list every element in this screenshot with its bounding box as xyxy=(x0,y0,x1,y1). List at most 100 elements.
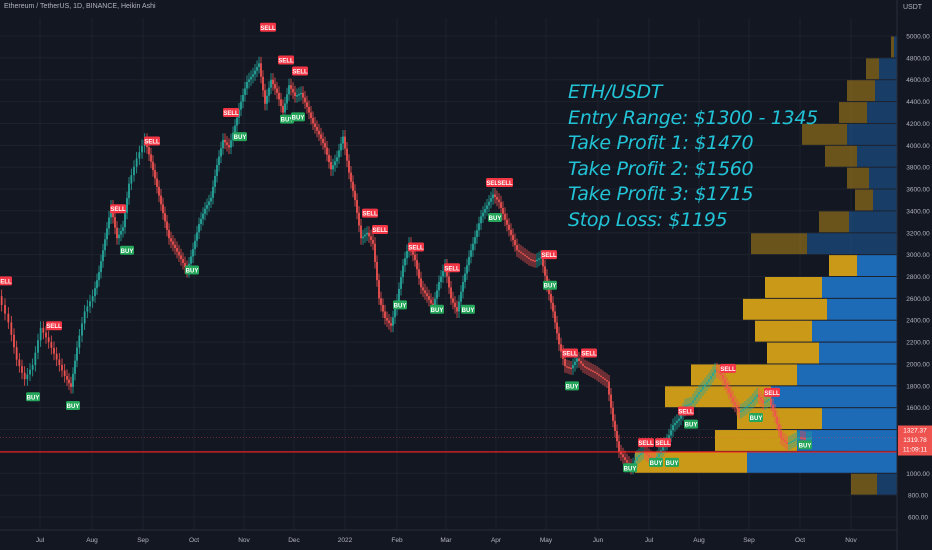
volume-profile-bar-down xyxy=(819,342,897,364)
candle-body xyxy=(558,333,560,345)
candle-body xyxy=(192,249,194,257)
candle-body xyxy=(370,236,372,241)
price-tick-label: 4000.00 xyxy=(906,143,930,150)
candle-body xyxy=(560,344,562,352)
volume-profile-bar-down xyxy=(797,430,897,451)
candle-body xyxy=(634,460,636,465)
price-tick-label: 4200.00 xyxy=(906,121,930,128)
buy-signal-badge xyxy=(291,112,305,122)
candle-body xyxy=(754,397,756,400)
candle-body xyxy=(252,74,254,77)
candle-body xyxy=(770,398,772,405)
time-tick-label: Oct xyxy=(189,537,199,544)
sell-signal-label: SELL xyxy=(223,111,239,117)
sell-signal-label: SELL xyxy=(362,212,378,218)
volume-profile-bar-up xyxy=(765,277,822,298)
sell-signal-badge xyxy=(144,136,160,146)
candle-body xyxy=(686,404,688,407)
candle-body xyxy=(310,112,312,118)
candle-body xyxy=(360,225,362,239)
candle-body xyxy=(434,298,436,308)
volume-profile-bar-up xyxy=(866,58,879,80)
candle-body xyxy=(490,198,492,202)
candle-body xyxy=(53,347,55,354)
candle-body xyxy=(576,358,578,362)
volume-profile-bar-down xyxy=(847,123,897,145)
candle-body xyxy=(574,361,576,366)
candle-body xyxy=(762,400,764,404)
candle-body xyxy=(13,334,15,348)
candle-body xyxy=(168,229,170,239)
price-tick-label: 1800.00 xyxy=(906,383,930,390)
candle-body xyxy=(678,418,680,421)
candle-body xyxy=(314,123,316,128)
candle-body xyxy=(744,407,746,410)
time-tick-label: Aug xyxy=(86,537,98,544)
buy-signal-badge xyxy=(749,413,763,423)
candle-body xyxy=(272,79,274,85)
buy-signal-badge xyxy=(120,245,134,255)
candle-body xyxy=(774,410,776,417)
volume-profile-bar-up xyxy=(635,451,747,473)
candle-body xyxy=(326,147,328,155)
candle-body xyxy=(288,85,290,95)
candle-body xyxy=(482,212,484,217)
sell-signal-label: SELL xyxy=(278,59,294,65)
candle-body xyxy=(750,402,752,405)
candle-body xyxy=(324,143,326,148)
candle-body xyxy=(582,363,584,367)
candle-body xyxy=(4,304,6,314)
candle-body xyxy=(266,95,268,104)
time-tick-label: Nov xyxy=(845,537,857,544)
annotation-line-stop: Stop Loss: $1195 xyxy=(568,208,728,231)
candle-body xyxy=(536,259,538,262)
candle-body xyxy=(600,375,602,378)
candle-body xyxy=(37,340,39,353)
candle-body xyxy=(344,136,346,149)
candle-body xyxy=(758,394,760,398)
candle-body xyxy=(622,454,624,458)
candle-body xyxy=(440,276,442,282)
candle-body xyxy=(15,347,18,360)
candle-body xyxy=(216,164,218,176)
buy-signal-label: BUY xyxy=(624,466,637,472)
price-tick-label: 1600.00 xyxy=(906,405,930,412)
candle-body xyxy=(96,280,98,289)
candle-body xyxy=(135,158,138,167)
volume-profile-bar-down xyxy=(822,408,897,430)
candle-body xyxy=(462,281,464,292)
candle-body xyxy=(720,373,722,375)
candle-body xyxy=(524,254,526,257)
candle-body xyxy=(141,146,143,153)
candle-body xyxy=(606,379,608,382)
candle-body xyxy=(722,374,724,380)
candle-body xyxy=(382,304,384,312)
candle-body xyxy=(530,259,532,261)
candle-body xyxy=(508,224,510,230)
candle-body xyxy=(380,298,382,305)
current-price-text: 1327.37 xyxy=(903,428,927,435)
candle-body xyxy=(618,441,620,452)
candle-body xyxy=(710,375,712,380)
volume-profile-bar-down xyxy=(857,255,897,276)
candle-body xyxy=(608,381,610,395)
candle-body xyxy=(398,288,400,301)
sell-signal-badge xyxy=(678,406,694,416)
candle-body xyxy=(438,281,440,291)
buy-signal-label: BUY xyxy=(462,308,475,314)
candle-body xyxy=(166,221,168,230)
candle-body xyxy=(284,103,286,113)
candle-body xyxy=(498,199,500,203)
buy-signal-label: BUY xyxy=(292,115,305,121)
candle-body xyxy=(650,456,652,459)
candle-body xyxy=(424,290,426,294)
price-tick-label: 3200.00 xyxy=(906,230,930,237)
candle-body xyxy=(156,178,158,187)
candle-body xyxy=(18,359,21,367)
candle-body xyxy=(476,230,478,238)
candle-body xyxy=(430,299,432,304)
candle-body xyxy=(546,275,548,286)
candle-body xyxy=(276,88,278,93)
candle-body xyxy=(182,259,184,264)
